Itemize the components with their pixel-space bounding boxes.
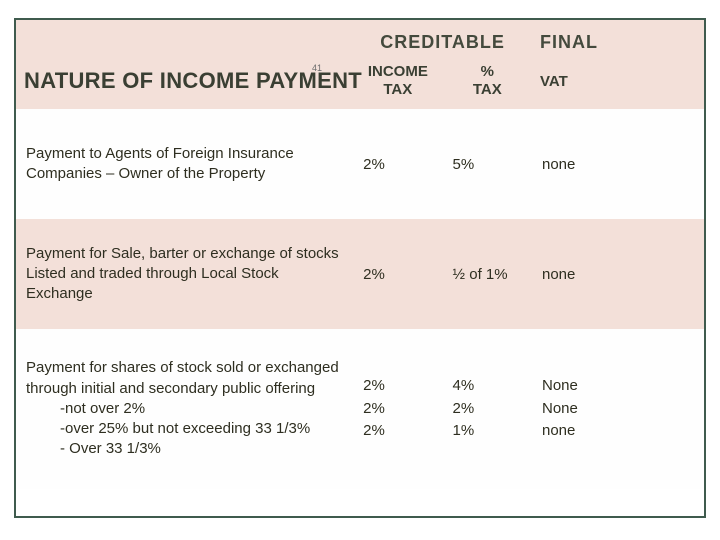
cell-percent-tax: 5%: [443, 109, 532, 219]
page-number: 41: [312, 63, 322, 73]
header-pct-l2: TAX: [473, 81, 502, 98]
desc-sub: -over 25% but not exceeding 33 1/3%: [26, 419, 347, 439]
val-line: 2%: [453, 398, 522, 421]
header-income-l1: INCOME: [368, 63, 428, 80]
val-line: none: [542, 420, 694, 443]
val-line: 2%: [363, 420, 432, 443]
val-line: 4%: [453, 375, 522, 398]
tax-table: CREDITABLE FINAL NATURE OF INCOME PAYMEN…: [16, 20, 704, 489]
cell-vat: none: [532, 219, 704, 329]
cell-percent-tax: 4% 2% 1%: [443, 329, 532, 489]
cell-vat: None None none: [532, 329, 704, 489]
cell-desc: Payment to Agents of Foreign Insurance C…: [16, 109, 353, 219]
cell-percent-tax: ½ of 1%: [443, 219, 532, 329]
desc-sub: -not over 2%: [26, 399, 347, 419]
val-line: 1%: [453, 420, 522, 443]
header-group-final: FINAL: [532, 20, 704, 59]
header-percent-tax: % TAX: [443, 59, 532, 109]
desc-main: Payment for shares of stock sold or exch…: [26, 359, 339, 396]
val-line: 2%: [363, 398, 432, 421]
header-group-row: CREDITABLE FINAL: [16, 20, 704, 59]
header-blank: [16, 20, 353, 59]
val-line: 2%: [363, 375, 432, 398]
cell-income-tax: 2% 2% 2%: [353, 329, 442, 489]
val-line: None: [542, 398, 694, 421]
slide: CREDITABLE FINAL NATURE OF INCOME PAYMEN…: [0, 0, 720, 540]
cell-income-tax: 2%: [353, 219, 442, 329]
val-line: None: [542, 375, 694, 398]
header-pct-l1: %: [481, 63, 494, 80]
cell-income-tax: 2%: [353, 109, 442, 219]
header-group-creditable: CREDITABLE: [353, 20, 532, 59]
header-income-l2: TAX: [383, 81, 412, 98]
header-nature: NATURE OF INCOME PAYMENT 41: [16, 59, 353, 109]
table-row: Payment for shares of stock sold or exch…: [16, 329, 704, 489]
cell-desc: Payment for Sale, barter or exchange of …: [16, 219, 353, 329]
table-row: Payment for Sale, barter or exchange of …: [16, 219, 704, 329]
desc-sub: - Over 33 1/3%: [26, 439, 347, 459]
cell-vat: none: [532, 109, 704, 219]
cell-desc: Payment for shares of stock sold or exch…: [16, 329, 353, 489]
slide-frame: CREDITABLE FINAL NATURE OF INCOME PAYMEN…: [14, 18, 706, 518]
table-row: Payment to Agents of Foreign Insurance C…: [16, 109, 704, 219]
header-column-row: NATURE OF INCOME PAYMENT 41 INCOME TAX %…: [16, 59, 704, 109]
header-income-tax: INCOME TAX: [353, 59, 442, 109]
header-vat: VAT: [532, 59, 704, 109]
